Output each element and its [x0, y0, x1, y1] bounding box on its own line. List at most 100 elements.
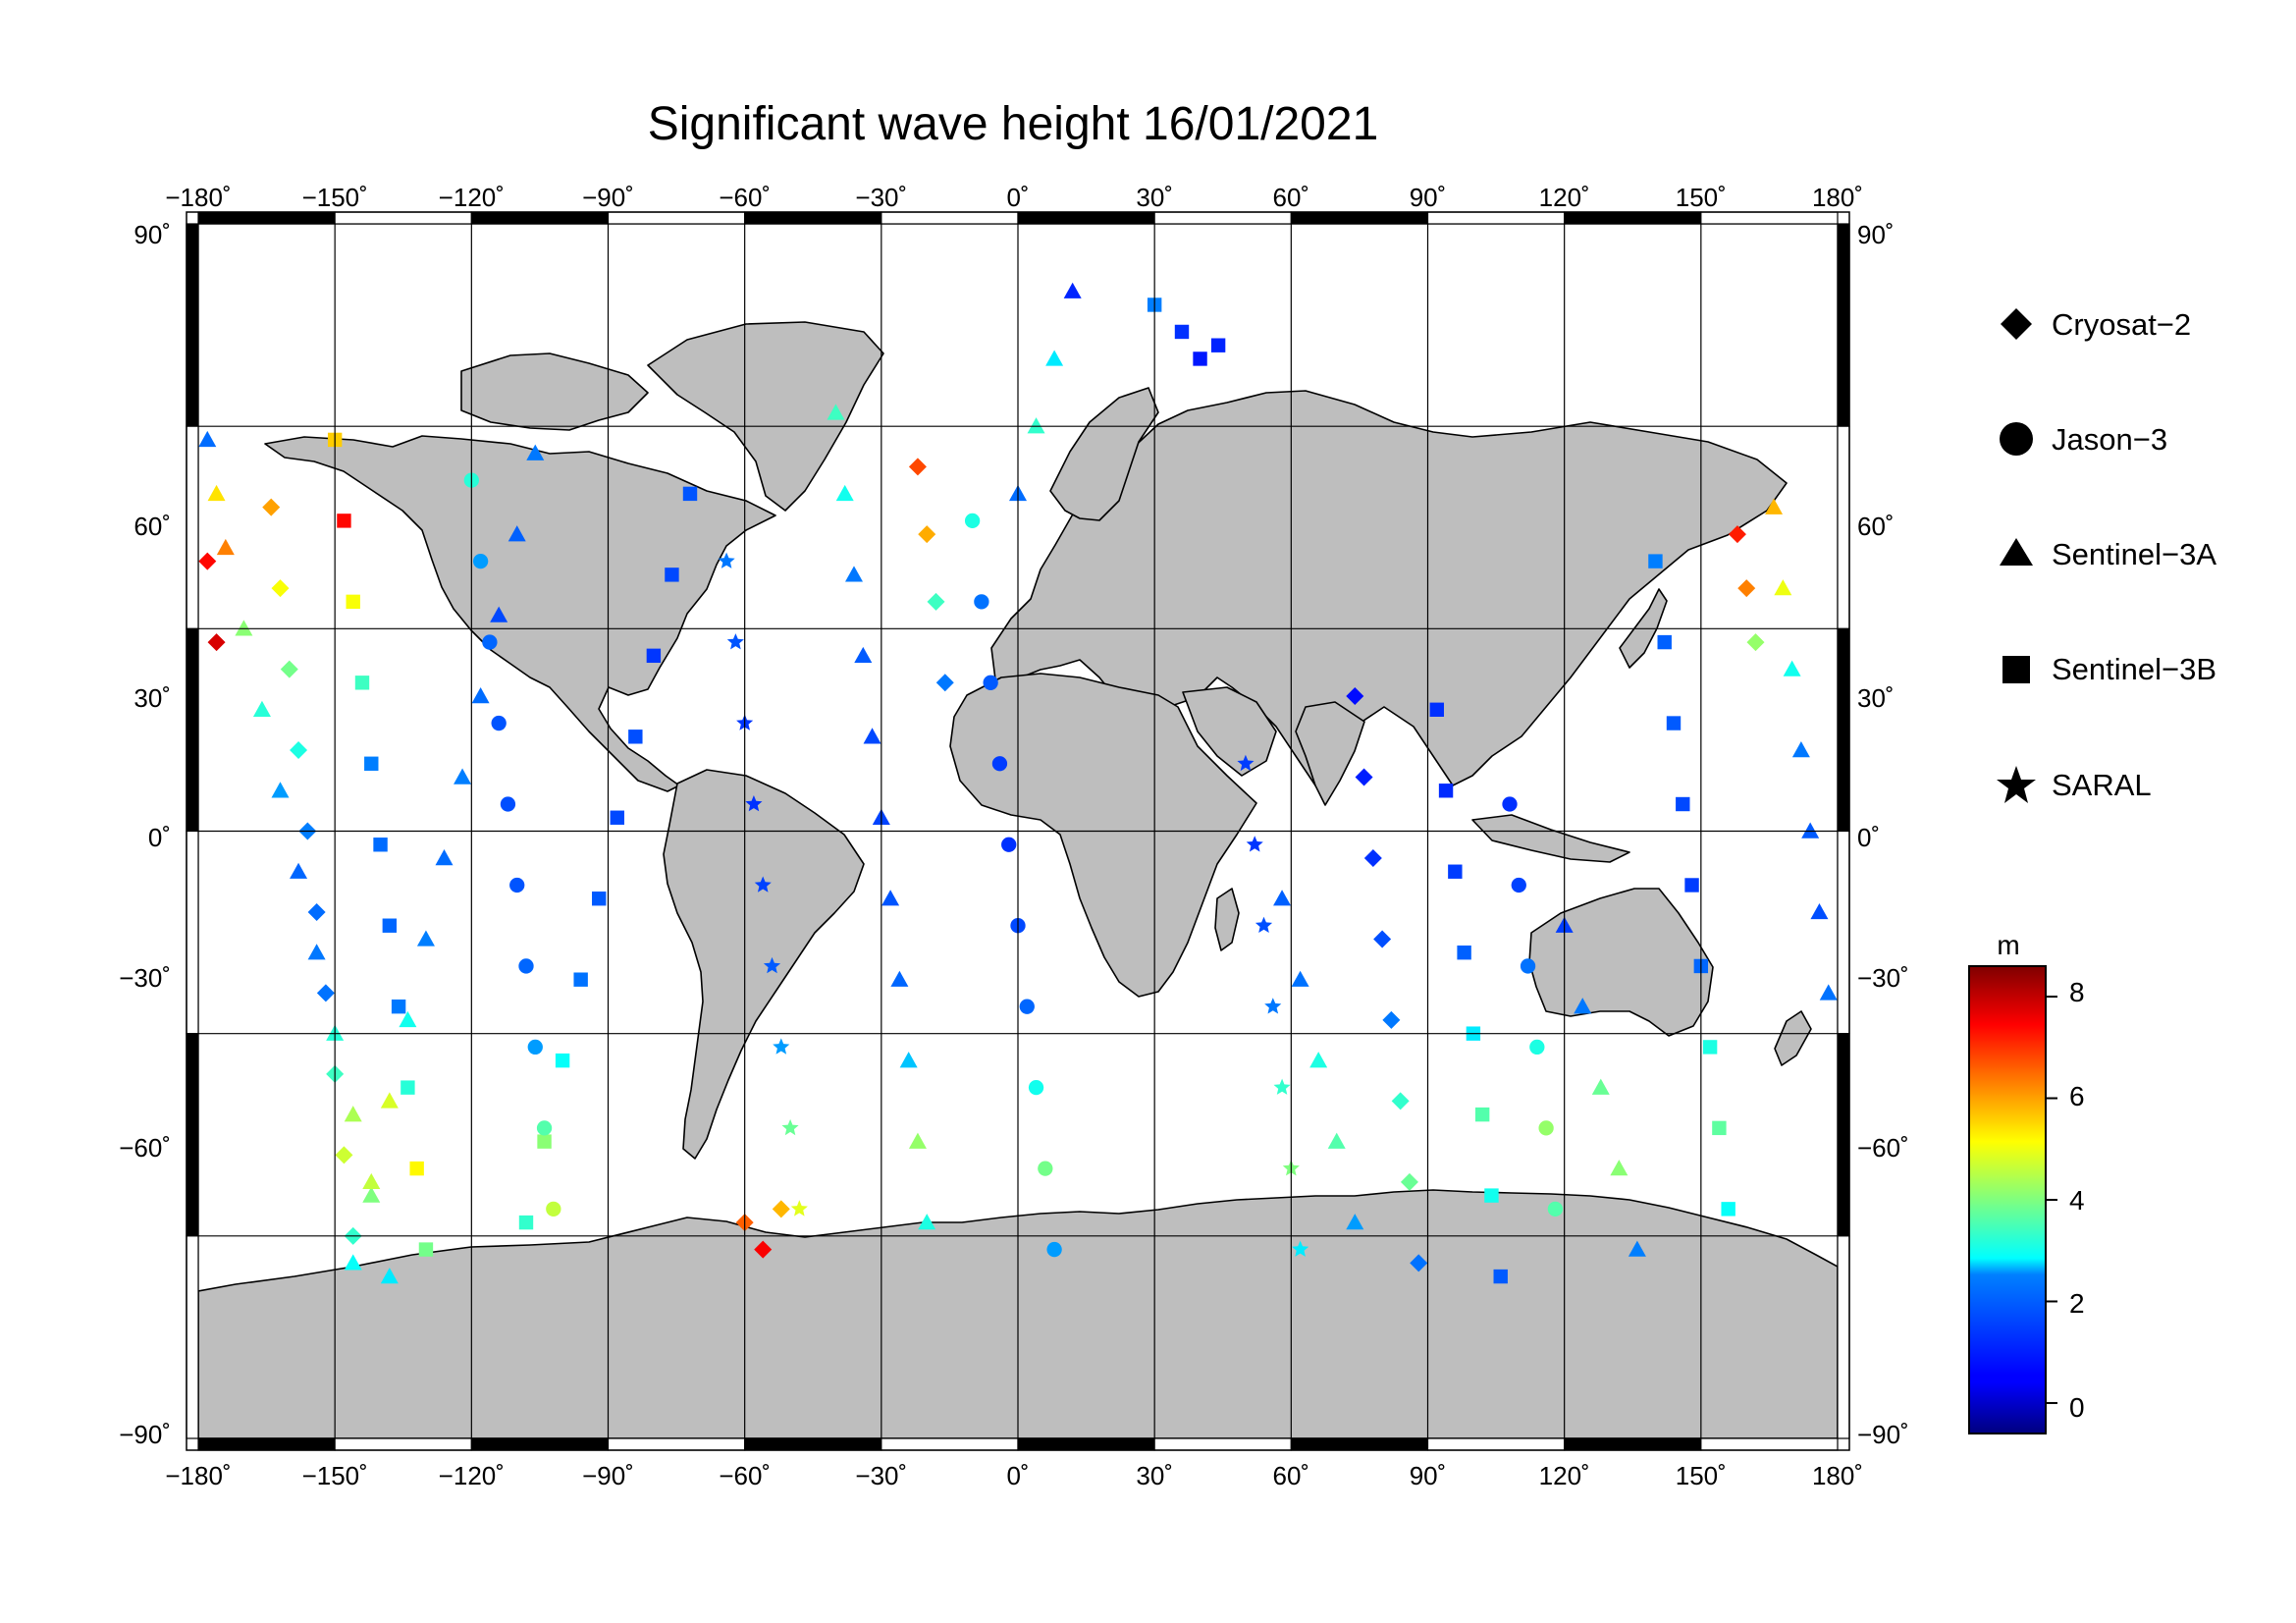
square-marker: [364, 756, 379, 771]
diamond-marker: [927, 592, 945, 611]
square-marker: [1193, 352, 1207, 366]
star-marker: [1292, 1240, 1309, 1257]
lon-tick-label: 30˚: [1136, 1461, 1173, 1490]
square-marker: [592, 892, 607, 906]
lat-tick-label: 30˚: [133, 683, 171, 713]
diamond-icon: [2001, 308, 2032, 340]
star-marker: [1255, 916, 1273, 933]
diamond-marker: [335, 1146, 353, 1164]
square-marker: [1429, 702, 1444, 717]
square-marker: [1684, 878, 1699, 893]
square-marker: [1712, 1120, 1727, 1136]
lon-tick-label: 90˚: [1410, 1461, 1447, 1490]
triangle-marker: [252, 700, 271, 717]
circle-marker: [509, 877, 525, 893]
circle-marker: [536, 1120, 553, 1136]
lon-tick-label: 60˚: [1273, 183, 1310, 212]
square-marker: [373, 838, 388, 852]
diamond-marker: [918, 525, 936, 544]
star-marker: [773, 1038, 790, 1055]
square-marker: [518, 1215, 534, 1230]
land-north-america: [264, 435, 776, 792]
square-marker: [1676, 796, 1690, 812]
diamond-marker: [198, 552, 217, 570]
colorbar-tick-label: 8: [2069, 977, 2085, 1007]
star-marker: [754, 876, 772, 893]
frame-segment-bottom: [470, 1437, 610, 1451]
triangle-marker: [526, 444, 545, 460]
colorbar-tick-label: 0: [2069, 1392, 2085, 1423]
star-icon: [1997, 766, 2036, 803]
circle-marker: [546, 1201, 561, 1217]
circle-marker: [1538, 1120, 1554, 1136]
square-marker: [409, 1161, 424, 1176]
triangle-marker: [1765, 498, 1784, 514]
diamond-marker: [754, 1240, 773, 1259]
colorbar-tick-label: 6: [2069, 1081, 2085, 1111]
square-marker: [337, 514, 351, 528]
triangle-marker: [271, 782, 290, 798]
longitude-labels-bottom: −180˚ −150˚ −120˚ −90˚ −60˚ −30˚ 0˚ 30˚ …: [165, 1461, 1863, 1490]
lon-tick-label: −90˚: [582, 1461, 634, 1490]
land-canadian-arctic: [460, 352, 649, 431]
circle-marker: [491, 715, 507, 731]
lat-tick-label: −60˚: [1857, 1133, 1909, 1163]
lat-tick-label: −90˚: [1857, 1420, 1909, 1449]
frame-segment-bottom: [334, 1437, 472, 1451]
triangle-marker: [380, 1092, 399, 1109]
diamond-marker: [307, 902, 326, 921]
square-marker: [418, 1242, 434, 1257]
frame-segment-top: [334, 211, 472, 225]
diamond-marker: [1355, 768, 1373, 786]
triangle-marker: [918, 1214, 936, 1230]
triangle-marker: [1327, 1132, 1346, 1149]
land-scandinavia: [1049, 387, 1159, 521]
lat-tick-label: 60˚: [133, 512, 171, 541]
legend-item-jason-3: Jason−3: [2000, 422, 2167, 457]
triangle-marker: [471, 687, 490, 704]
circle-marker: [1511, 877, 1526, 893]
land-india: [1295, 701, 1365, 806]
legend-label: Sentinel−3B: [2052, 652, 2216, 686]
lon-tick-label: −30˚: [855, 1461, 907, 1490]
colorbar-ticks: [2046, 996, 2057, 1404]
frame-segment-top: [1017, 211, 1155, 225]
legend-label: Cryosat−2: [2052, 307, 2191, 342]
triangle-marker: [1045, 350, 1064, 366]
diamond-marker: [908, 458, 927, 476]
square-marker: [1666, 716, 1682, 730]
circle-marker: [1001, 837, 1017, 852]
lon-tick-label: 90˚: [1410, 183, 1447, 212]
triangle-marker: [1810, 902, 1829, 920]
diamond-marker: [1382, 1010, 1401, 1029]
triangle-marker: [290, 862, 308, 879]
frame-segment-bottom: [197, 1437, 336, 1451]
frame-segment-bottom: [1700, 1437, 1839, 1451]
frame-segment-right: [1837, 223, 1850, 427]
diamond-marker: [1737, 579, 1756, 598]
triangle-marker: [1819, 984, 1838, 1001]
lat-tick-label: −60˚: [119, 1133, 171, 1163]
lat-tick-label: −90˚: [119, 1420, 171, 1449]
frame-segment-right: [1837, 1235, 1850, 1439]
square-marker: [382, 918, 398, 933]
triangle-marker: [1027, 417, 1045, 434]
diamond-marker: [1363, 848, 1382, 867]
star-marker: [1264, 998, 1282, 1014]
triangle-marker: [416, 930, 435, 947]
lat-tick-label: 90˚: [133, 220, 171, 249]
lon-tick-label: 120˚: [1539, 1461, 1590, 1490]
frame-segment-bottom: [1290, 1437, 1429, 1451]
square-marker: [1657, 634, 1672, 650]
triangle-marker: [1346, 1214, 1364, 1230]
square-marker: [682, 486, 698, 502]
land-africa: [949, 673, 1257, 998]
satellite-legend: Cryosat−2 Jason−3 Sentinel−3A Sentinel−3…: [1997, 307, 2216, 803]
diamond-marker: [280, 660, 298, 678]
circle-marker: [991, 756, 1008, 772]
diamond-marker: [271, 579, 290, 598]
triangle-marker: [507, 525, 526, 542]
triangle-marker: [490, 606, 508, 622]
circle-marker: [1038, 1161, 1053, 1176]
frame-segment-bottom: [1017, 1437, 1155, 1451]
